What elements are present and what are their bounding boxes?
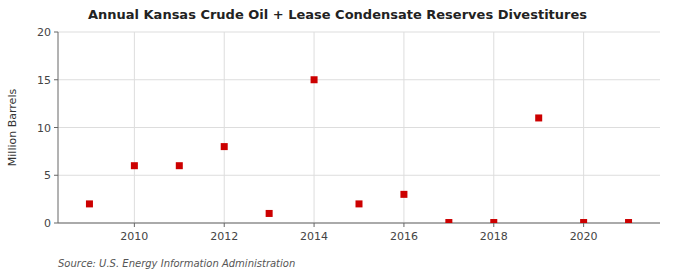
chart: Annual Kansas Crude Oil + Lease Condensa…: [0, 0, 675, 275]
source: Source: U.S. Energy Information Administ…: [58, 258, 295, 269]
tick-label: 2012: [210, 230, 238, 243]
tick-label: 5: [44, 169, 51, 182]
point: [266, 210, 273, 217]
grid-line: [134, 32, 135, 223]
points: [86, 76, 632, 223]
point: [490, 219, 497, 223]
grid-line: [58, 127, 660, 128]
tick-mark: [493, 223, 494, 227]
tick-mark: [54, 127, 58, 128]
tick-label: 15: [37, 74, 51, 87]
tick-label: 2018: [480, 230, 508, 243]
grid-line: [58, 223, 660, 224]
tick-label: 10: [37, 122, 51, 135]
point: [311, 76, 318, 83]
x-axis: [58, 223, 660, 224]
point: [535, 114, 542, 121]
tick-label: 2016: [390, 230, 418, 243]
tick-mark: [54, 175, 58, 176]
tick-mark: [134, 223, 135, 227]
point: [625, 219, 632, 223]
tick-mark: [583, 223, 584, 227]
grid-line: [58, 79, 660, 80]
tick-mark: [54, 223, 58, 224]
grid-line: [224, 32, 225, 223]
y-axis: [58, 32, 59, 223]
title: Annual Kansas Crude Oil + Lease Condensa…: [88, 7, 587, 22]
point: [176, 162, 183, 169]
grid-line: [583, 32, 584, 223]
grid-line: [58, 32, 660, 33]
point: [580, 219, 587, 223]
tick-label: 2014: [300, 230, 328, 243]
grid-line: [493, 32, 494, 223]
point: [131, 162, 138, 169]
grid-line: [58, 175, 660, 176]
grid-line: [314, 32, 315, 223]
tick-label: 20: [37, 26, 51, 39]
tick-label: 2010: [120, 230, 148, 243]
tick-label: 2020: [570, 230, 598, 243]
point: [221, 143, 228, 150]
point: [356, 200, 363, 207]
point: [86, 200, 93, 207]
tick-mark: [54, 79, 58, 80]
tick-mark: [54, 32, 58, 33]
tick-mark: [224, 223, 225, 227]
tick-label: 0: [44, 217, 51, 230]
point: [445, 219, 452, 223]
tick-mark: [314, 223, 315, 227]
point: [400, 191, 407, 198]
tick-mark: [403, 223, 404, 227]
y-axis-label: Million Barrels: [6, 89, 19, 167]
